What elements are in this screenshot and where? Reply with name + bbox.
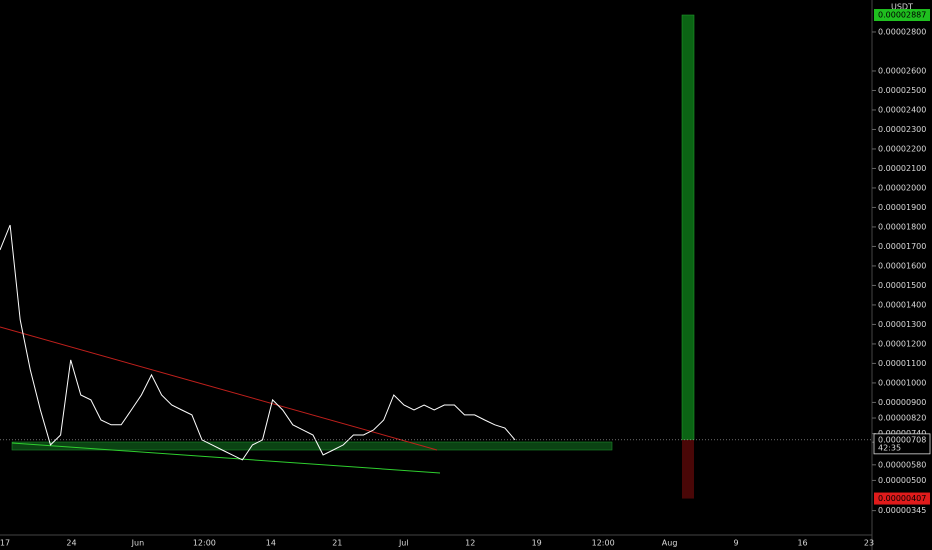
y-tick-label: 0.00001100 bbox=[878, 359, 926, 368]
x-tick-label: 12:00 bbox=[592, 539, 615, 548]
x-tick-label: 9 bbox=[734, 539, 739, 548]
target-price-label: 0.00002887 bbox=[878, 11, 926, 20]
current-price-label: 0.00000708 bbox=[878, 435, 926, 444]
y-tick-label: 0.00001400 bbox=[878, 300, 926, 309]
y-tick-label: 0.00001900 bbox=[878, 203, 926, 212]
x-tick-label: 21 bbox=[332, 539, 342, 548]
x-tick-label: Jul bbox=[398, 539, 409, 548]
x-tick-label: 12 bbox=[465, 539, 475, 548]
x-tick-label: 17 bbox=[0, 539, 10, 548]
current-price-box bbox=[873, 433, 931, 455]
y-tick-label: 0.00000900 bbox=[878, 398, 926, 407]
loss-zone bbox=[682, 439, 694, 499]
support-trendline bbox=[11, 442, 441, 474]
y-tick-label: 0.00002800 bbox=[878, 27, 926, 36]
countdown-label: 42:35 bbox=[878, 443, 901, 452]
stop-price-label: 0.00000407 bbox=[878, 494, 926, 503]
y-tick-label: 0.00000500 bbox=[878, 476, 926, 485]
x-tick-label: 14 bbox=[266, 539, 276, 548]
y-tick-label: 0.00002100 bbox=[878, 164, 926, 173]
x-tick-label: Jun bbox=[131, 539, 145, 548]
y-tick-label: 0.00001800 bbox=[878, 222, 926, 231]
x-tick-label: 12:00 bbox=[193, 539, 216, 548]
plot-area bbox=[0, 326, 613, 474]
y-tick-label: 0.00001600 bbox=[878, 261, 926, 270]
x-tick-label: 23 bbox=[864, 539, 874, 548]
profit-zone bbox=[681, 14, 695, 441]
x-tick-label: 24 bbox=[66, 539, 76, 548]
y-tick-label: 0.00002300 bbox=[878, 125, 926, 134]
y-tick-label: 0.00001300 bbox=[878, 320, 926, 329]
y-tick-label: 0.00002000 bbox=[878, 183, 926, 192]
y-tick-label: 0.00000580 bbox=[878, 460, 926, 469]
x-tick-label: Aug bbox=[662, 539, 678, 548]
y-tick-label: 0.00002200 bbox=[878, 144, 926, 153]
x-tick-label: 16 bbox=[797, 539, 807, 548]
price-line bbox=[0, 224, 516, 461]
stop-price-box bbox=[874, 492, 930, 505]
y-tick-label: 0.00001500 bbox=[878, 281, 926, 290]
y-tick-label: 0.00002600 bbox=[878, 66, 926, 75]
target-price-box bbox=[874, 9, 930, 22]
y-tick-label: 0.00000345 bbox=[878, 506, 926, 515]
y-tick-label: 0.00001700 bbox=[878, 242, 926, 251]
y-tick-label: 0.00002400 bbox=[878, 105, 926, 114]
currency-label: USDT bbox=[891, 3, 913, 12]
y-tick-label: 0.00001000 bbox=[878, 378, 926, 387]
y-tick-label: 0.00002500 bbox=[878, 86, 926, 95]
x-tick-label: 19 bbox=[532, 539, 542, 548]
y-tick-label: 0.00001200 bbox=[878, 339, 926, 348]
support-zone bbox=[11, 441, 613, 451]
y-tick-label: 0.00000820 bbox=[878, 414, 926, 423]
resistance-trendline bbox=[0, 326, 438, 451]
